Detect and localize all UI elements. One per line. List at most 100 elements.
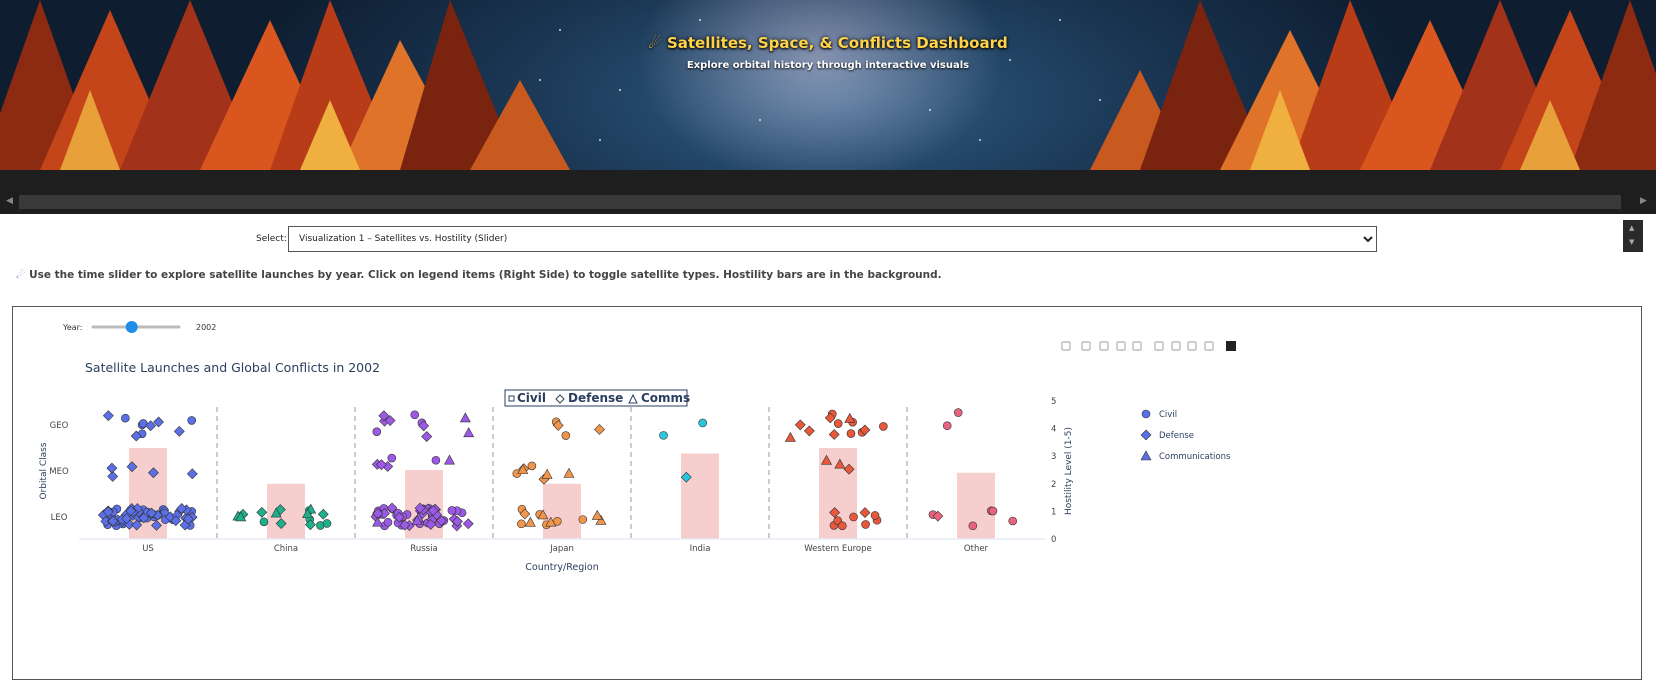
data-point-defense[interactable]	[170, 515, 182, 527]
data-point-civil[interactable]	[322, 519, 332, 528]
data-point-defense[interactable]	[552, 420, 564, 431]
data-point-communications[interactable]	[563, 467, 575, 478]
data-point-communications[interactable]	[784, 431, 796, 442]
data-point-civil[interactable]	[527, 461, 537, 471]
data-point-communications[interactable]	[844, 412, 856, 423]
hostility-bar[interactable]	[267, 483, 305, 539]
lasso-icon[interactable]	[1132, 341, 1142, 351]
data-point-defense[interactable]	[173, 425, 185, 437]
legend-item-communications[interactable]: Communications	[1140, 450, 1231, 462]
hostility-bar[interactable]	[957, 472, 995, 539]
data-point-civil[interactable]	[578, 515, 588, 524]
data-point-communications[interactable]	[524, 516, 536, 527]
camera-icon[interactable]	[1061, 341, 1071, 351]
data-point-communications[interactable]	[444, 454, 456, 465]
data-point-defense[interactable]	[378, 410, 390, 422]
data-point-civil[interactable]	[861, 520, 870, 529]
data-point-defense[interactable]	[151, 519, 162, 531]
vertical-scrollbar[interactable]: ▲ ▼	[1623, 220, 1643, 252]
data-point-defense[interactable]	[594, 424, 605, 435]
pan-icon[interactable]	[1099, 341, 1109, 351]
data-point-defense[interactable]	[452, 516, 463, 527]
horizontal-scrollbar[interactable]	[19, 195, 1621, 209]
data-point-civil[interactable]	[942, 421, 952, 431]
data-point-defense[interactable]	[186, 468, 198, 480]
data-point-defense[interactable]	[102, 506, 114, 518]
data-point-civil[interactable]	[121, 413, 130, 423]
data-point-communications[interactable]	[302, 508, 314, 519]
data-point-civil[interactable]	[846, 429, 856, 438]
data-point-defense[interactable]	[399, 519, 411, 531]
data-point-defense[interactable]	[828, 429, 840, 440]
data-point-defense[interactable]	[519, 508, 531, 520]
zoom-in-icon[interactable]	[1154, 341, 1164, 351]
data-point-defense[interactable]	[932, 510, 944, 522]
scroll-up-arrow-icon[interactable]: ▲	[1629, 224, 1635, 232]
data-point-communications[interactable]	[537, 509, 549, 520]
hostility-bar[interactable]	[543, 483, 581, 539]
data-point-defense[interactable]	[859, 507, 871, 519]
data-point-civil[interactable]	[517, 519, 526, 529]
legend-label[interactable]: Communications	[1159, 452, 1231, 462]
data-point-defense[interactable]	[176, 503, 188, 514]
legend-item-civil[interactable]: Civil	[1141, 409, 1177, 420]
data-point-civil[interactable]	[1008, 516, 1018, 526]
data-point-defense[interactable]	[153, 416, 165, 428]
data-point-civil[interactable]	[988, 506, 998, 516]
data-point-communications[interactable]	[411, 514, 423, 525]
data-point-defense[interactable]	[147, 467, 159, 479]
data-point-defense[interactable]	[106, 462, 118, 474]
legend-item-defense[interactable]: Defense	[1140, 429, 1194, 441]
data-point-defense[interactable]	[384, 415, 396, 426]
legend-label[interactable]: Defense	[1159, 431, 1194, 441]
data-point-communications[interactable]	[820, 454, 833, 465]
data-point-civil[interactable]	[387, 453, 397, 463]
data-point-civil[interactable]	[879, 422, 888, 431]
data-point-civil[interactable]	[953, 408, 963, 417]
zoom-icon[interactable]	[1081, 341, 1091, 351]
data-point-communications[interactable]	[463, 427, 475, 438]
data-point-defense[interactable]	[376, 459, 387, 471]
data-point-defense[interactable]	[107, 515, 119, 527]
year-slider-thumb[interactable]	[125, 321, 138, 333]
scroll-down-arrow-icon[interactable]: ▼	[1629, 238, 1635, 246]
data-point-defense[interactable]	[121, 513, 132, 524]
data-point-civil[interactable]	[849, 512, 858, 522]
data-point-communications[interactable]	[591, 509, 603, 520]
data-point-defense[interactable]	[421, 431, 433, 442]
plotly-logo-icon[interactable]	[1226, 341, 1236, 351]
data-point-defense[interactable]	[393, 511, 405, 523]
data-point-defense[interactable]	[304, 519, 316, 531]
data-point-communications[interactable]	[541, 468, 553, 479]
data-point-defense[interactable]	[436, 515, 447, 527]
data-point-defense[interactable]	[418, 420, 430, 432]
data-point-civil[interactable]	[659, 431, 668, 440]
data-point-civil[interactable]	[372, 427, 382, 436]
data-point-civil[interactable]	[968, 521, 978, 531]
data-point-civil[interactable]	[870, 511, 880, 520]
data-point-defense[interactable]	[462, 518, 474, 530]
data-point-defense[interactable]	[107, 471, 119, 482]
scroll-right-arrow-icon[interactable]: ▶	[1640, 196, 1647, 206]
autoscale-icon[interactable]	[1187, 341, 1197, 351]
data-point-communications[interactable]	[595, 514, 607, 525]
data-point-civil[interactable]	[431, 455, 441, 465]
data-point-defense[interactable]	[803, 425, 815, 437]
data-point-civil[interactable]	[447, 506, 457, 515]
box-select-icon[interactable]	[1116, 341, 1126, 351]
legend-label[interactable]: Civil	[1159, 410, 1177, 420]
data-point-defense[interactable]	[138, 512, 150, 524]
data-point-defense[interactable]	[125, 505, 137, 517]
legend-marker-defense[interactable]	[1140, 429, 1152, 441]
data-point-communications[interactable]	[459, 412, 471, 423]
data-point-defense[interactable]	[131, 519, 143, 531]
data-point-civil[interactable]	[833, 419, 843, 428]
data-point-defense[interactable]	[425, 519, 437, 530]
data-point-defense[interactable]	[275, 518, 287, 529]
data-point-defense[interactable]	[427, 505, 439, 517]
hostility-bar[interactable]	[681, 453, 719, 539]
data-point-defense[interactable]	[182, 513, 194, 525]
data-point-defense[interactable]	[102, 410, 114, 422]
data-point-civil[interactable]	[259, 517, 269, 527]
data-point-communications[interactable]	[834, 458, 846, 469]
